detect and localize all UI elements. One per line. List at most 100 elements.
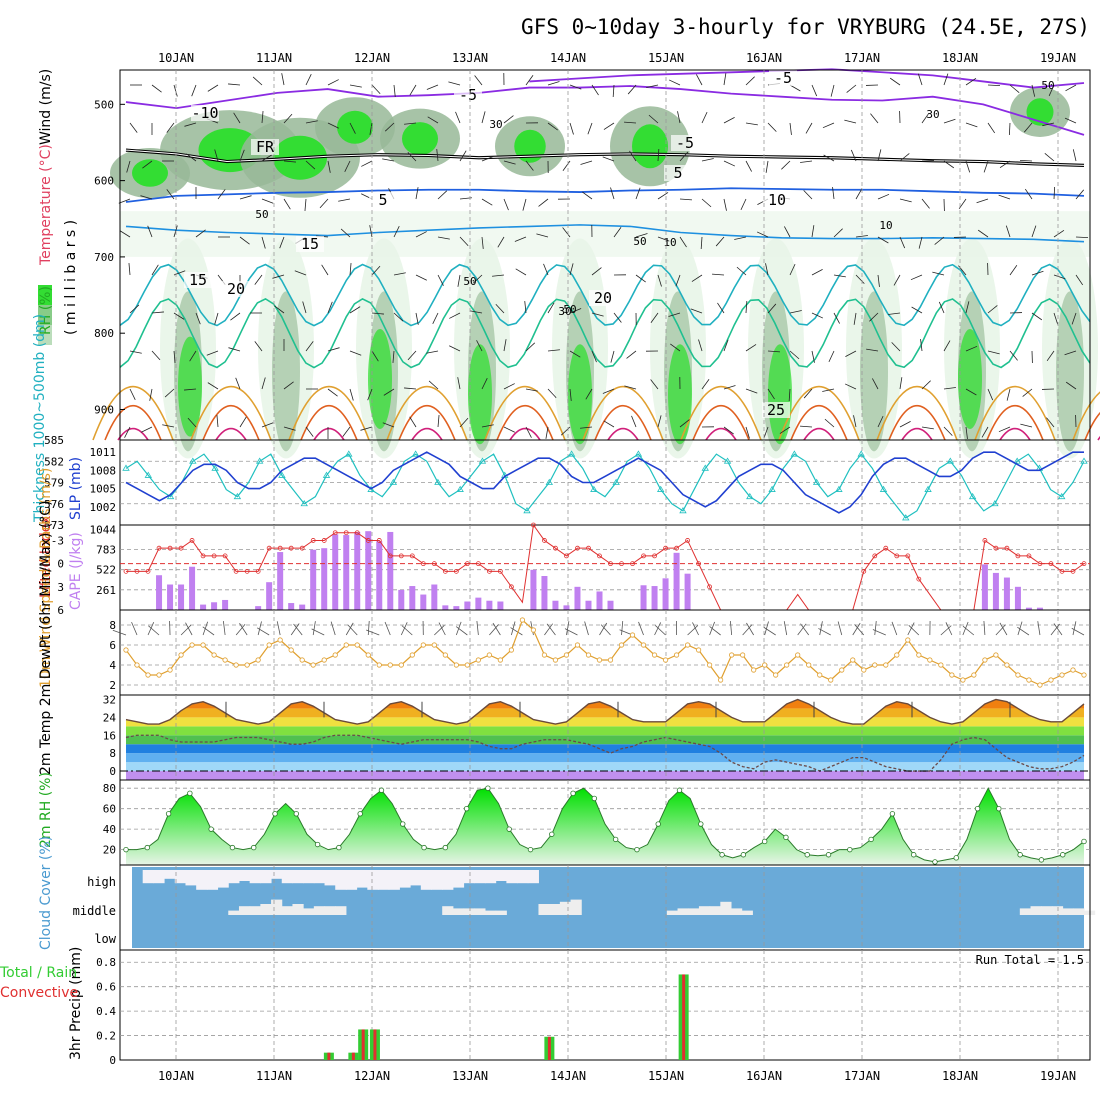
thickness-marker — [545, 478, 554, 485]
temp-band — [126, 735, 1084, 745]
wind-barb — [525, 388, 538, 392]
rh-marker — [336, 844, 342, 851]
wind-barb — [514, 236, 527, 242]
thickness-marker — [879, 485, 888, 492]
wind-barb — [349, 122, 356, 134]
mid-cloud-cell — [666, 910, 679, 915]
cape-bar — [1036, 607, 1043, 610]
contour-label: 20 — [594, 289, 612, 307]
wind-barb — [349, 263, 352, 276]
wind-speed-marker — [156, 672, 162, 678]
mid-cloud-cell — [260, 904, 272, 915]
wind-speed-marker — [883, 662, 889, 668]
wind-barb — [472, 274, 483, 284]
wind-barb-10m — [131, 621, 138, 636]
wind-speed-marker — [409, 652, 415, 658]
wind-barb — [392, 350, 395, 363]
high-cloud-cell — [442, 870, 454, 890]
wind-barb — [230, 312, 241, 321]
wind-barb — [701, 111, 708, 124]
wind-speed-marker — [277, 637, 283, 643]
wind-barb — [304, 198, 307, 211]
li-marker — [409, 553, 415, 559]
mid-cloud-cell — [741, 910, 753, 915]
li-marker — [674, 545, 679, 551]
wind-barb — [899, 421, 911, 428]
high-cloud-cell — [527, 870, 539, 884]
rh-key-swatch — [38, 325, 52, 345]
thickness-marker — [968, 492, 977, 500]
wind-barb — [305, 160, 316, 170]
wind-barb — [536, 233, 549, 238]
temp-line — [125, 698, 1085, 725]
cape-bar — [596, 591, 603, 610]
isotherm-25 — [288, 385, 370, 441]
wind-barb — [1008, 122, 1011, 136]
wind-barb-10m — [891, 621, 898, 636]
temp-tick: 0 — [109, 765, 116, 778]
rh-marker — [634, 846, 640, 853]
li-marker — [288, 545, 294, 551]
tick-label: 900 — [94, 403, 114, 416]
rh-marker — [293, 811, 300, 817]
wind-barb-10m — [434, 624, 445, 636]
wind-speed-marker — [651, 652, 658, 658]
li-marker — [453, 568, 459, 574]
wind-barb — [305, 426, 314, 437]
cape-bar — [607, 600, 614, 610]
wind-barb — [977, 229, 989, 238]
li-marker — [1059, 568, 1065, 574]
wind-barb-10m — [854, 624, 865, 636]
rh-marker — [485, 785, 491, 791]
high-cloud-cell — [399, 870, 411, 888]
wind-barb — [1006, 388, 1011, 401]
thickness-ylabel: Thickness 1000~500mb (dm) — [32, 314, 48, 523]
wind-barb — [195, 229, 206, 238]
wind-barb — [679, 151, 689, 162]
tick-label: 500 — [94, 98, 114, 111]
wind-speed-marker — [299, 657, 305, 663]
isotherm-30 — [790, 405, 848, 441]
wind-barb — [1048, 84, 1055, 97]
wind-speed-marker — [255, 657, 261, 663]
wind-barb — [844, 383, 857, 390]
high-cloud-cell — [238, 870, 251, 881]
wind-barb — [803, 388, 813, 399]
wind-speed-marker — [828, 677, 834, 683]
wind-speed-marker — [740, 652, 746, 658]
wind-barb — [958, 198, 967, 210]
wind-barb — [305, 74, 312, 86]
rh-marker — [527, 846, 534, 853]
wind-barb — [696, 74, 703, 86]
wind-barb — [124, 426, 131, 438]
thickness-tick: 579 — [44, 477, 64, 490]
wind-barb — [360, 426, 373, 431]
isotherm-5 — [125, 187, 1085, 203]
wind-barb — [1009, 350, 1018, 361]
wind-barb — [214, 312, 219, 325]
wind-barb — [428, 380, 439, 390]
wind-barb — [613, 227, 622, 238]
cape-lifted-index-panel: -3 0 3 6 1044 783 522 261 — [51, 522, 1091, 617]
wind-speed-marker — [563, 652, 570, 658]
contour-label: -10 — [191, 104, 218, 122]
thickness-marker — [768, 485, 776, 492]
wind-barb — [866, 348, 879, 352]
wind-barb — [740, 198, 747, 211]
wind-barb — [457, 377, 461, 390]
wind-barb-10m — [999, 622, 1008, 636]
wind-barb — [877, 415, 884, 428]
contour-label-bg — [251, 139, 279, 155]
thickness-marker — [1058, 492, 1066, 500]
wind-barb — [899, 236, 906, 249]
wind-barb — [943, 118, 956, 124]
wind-speed-marker — [332, 652, 338, 658]
wind-barb — [1046, 350, 1055, 362]
high-cloud-cell — [313, 870, 326, 884]
wind-barb — [449, 345, 461, 352]
thickness-marker — [122, 464, 130, 471]
wind-barb — [503, 339, 507, 352]
wind-barb-10m — [962, 625, 975, 636]
wind-barb — [648, 114, 659, 124]
wind-barb-10m — [1072, 621, 1077, 636]
